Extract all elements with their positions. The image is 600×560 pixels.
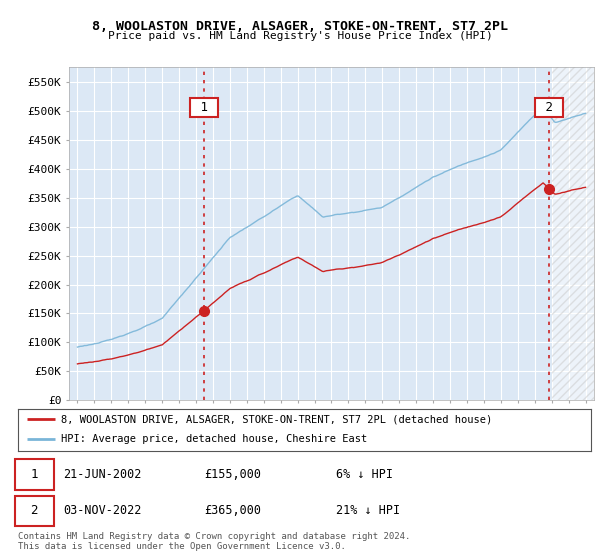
Text: 21-JUN-2002: 21-JUN-2002 [63, 468, 142, 481]
Text: Contains HM Land Registry data © Crown copyright and database right 2024.
This d: Contains HM Land Registry data © Crown c… [18, 532, 410, 552]
Text: 6% ↓ HPI: 6% ↓ HPI [336, 468, 393, 481]
Text: 2: 2 [538, 101, 560, 114]
Text: 1: 1 [31, 468, 38, 481]
Text: Price paid vs. HM Land Registry's House Price Index (HPI): Price paid vs. HM Land Registry's House … [107, 31, 493, 41]
Text: 03-NOV-2022: 03-NOV-2022 [63, 505, 142, 517]
Text: 1: 1 [193, 101, 215, 114]
Text: £365,000: £365,000 [204, 505, 261, 517]
Text: 21% ↓ HPI: 21% ↓ HPI [336, 505, 400, 517]
Text: HPI: Average price, detached house, Cheshire East: HPI: Average price, detached house, Ches… [61, 434, 367, 444]
Bar [551, 67, 600, 400]
Text: 8, WOOLASTON DRIVE, ALSAGER, STOKE-ON-TRENT, ST7 2PL: 8, WOOLASTON DRIVE, ALSAGER, STOKE-ON-TR… [92, 20, 508, 32]
Text: 2: 2 [31, 505, 38, 517]
Text: £155,000: £155,000 [204, 468, 261, 481]
Text: 8, WOOLASTON DRIVE, ALSAGER, STOKE-ON-TRENT, ST7 2PL (detached house): 8, WOOLASTON DRIVE, ALSAGER, STOKE-ON-TR… [61, 414, 492, 424]
